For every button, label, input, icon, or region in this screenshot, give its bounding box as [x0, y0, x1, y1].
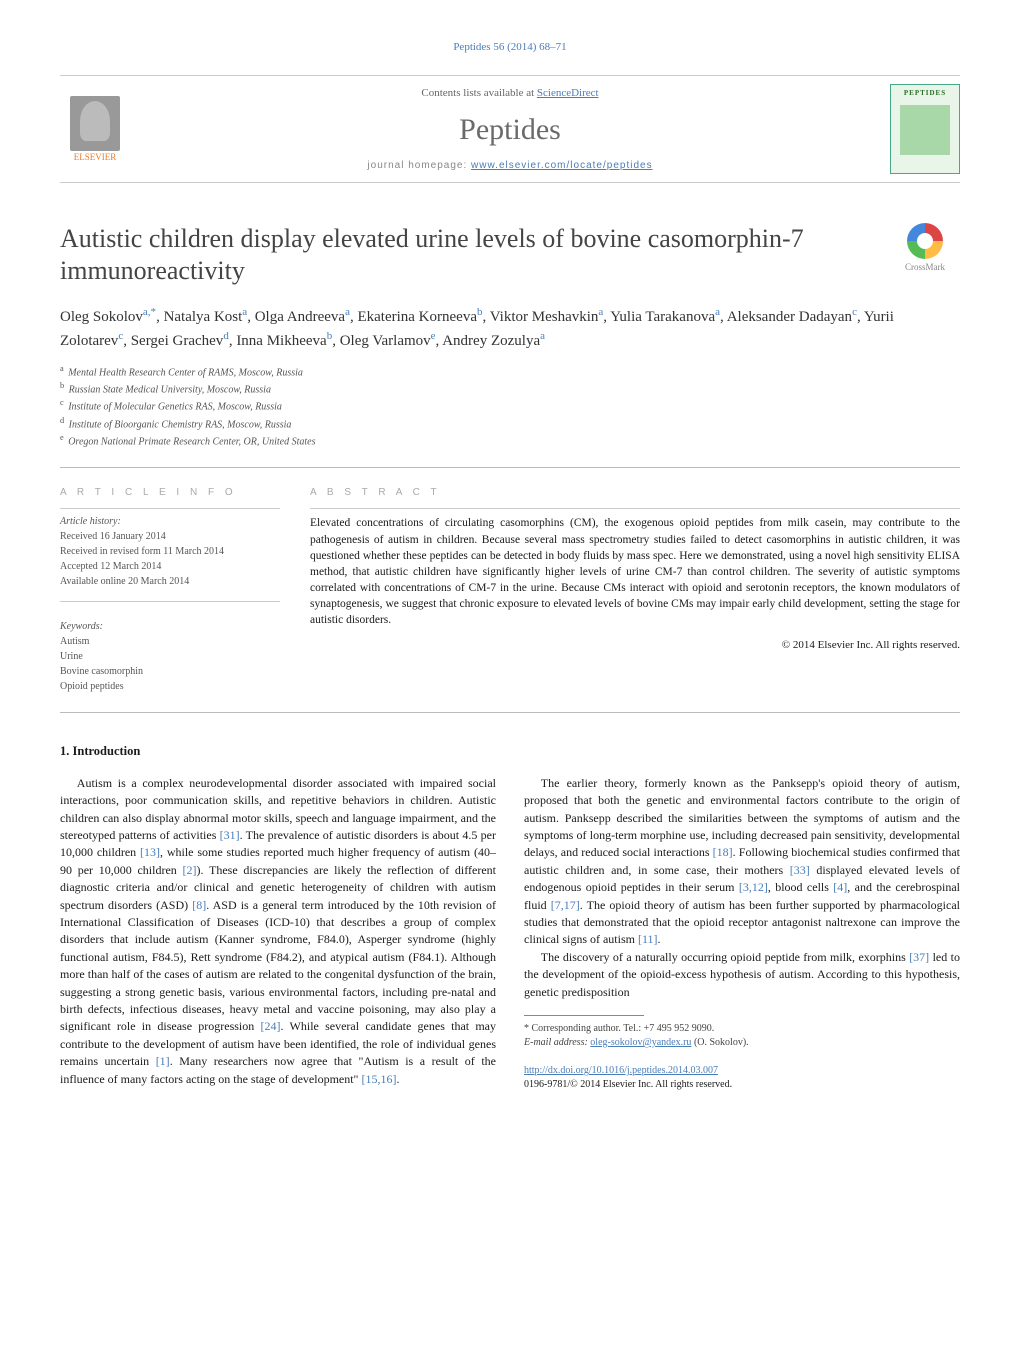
body-paragraph-1: Autism is a complex neurodevelopmental d… [60, 775, 496, 1088]
footnote-separator [524, 1015, 644, 1016]
affiliation-line: d Institute of Bioorganic Chemistry RAS,… [60, 415, 960, 432]
keyword-item: Urine [60, 649, 280, 664]
body-text-columns: Autism is a complex neurodevelopmental d… [60, 775, 960, 1093]
body-paragraph-2: The earlier theory, formerly known as th… [524, 775, 960, 949]
corresponding-author-note: * Corresponding author. Tel.: +7 495 952… [524, 1022, 960, 1036]
divider-bottom [60, 712, 960, 713]
abstract-text: Elevated concentrations of circulating c… [310, 515, 960, 628]
issn-copyright-line: 0196-9781/© 2014 Elsevier Inc. All right… [524, 1079, 732, 1090]
article-history-label: Article history: [60, 515, 280, 529]
doi-link[interactable]: http://dx.doi.org/10.1016/j.peptides.201… [524, 1065, 718, 1076]
journal-homepage-link[interactable]: www.elsevier.com/locate/peptides [471, 160, 653, 171]
abstract-copyright: © 2014 Elsevier Inc. All rights reserved… [310, 638, 960, 653]
abstract-divider [310, 508, 960, 509]
journal-cover-title: PEPTIDES [904, 89, 946, 99]
divider-top [60, 467, 960, 468]
elsevier-logo: ELSEVIER [60, 89, 130, 169]
keyword-item: Autism [60, 634, 280, 649]
email-line: E-mail address: oleg-sokolov@yandex.ru (… [524, 1036, 960, 1050]
info-divider [60, 508, 280, 509]
history-line: Accepted 12 March 2014 [60, 559, 280, 574]
journal-citation-top: Peptides 56 (2014) 68–71 [60, 40, 960, 55]
author-email-link[interactable]: oleg-sokolov@yandex.ru [590, 1037, 691, 1048]
body-paragraph-3: The discovery of a naturally occurring o… [524, 949, 960, 1001]
journal-name: Peptides [130, 109, 890, 151]
authors-line: Oleg Sokolova,*, Natalya Kosta, Olga And… [60, 304, 960, 353]
article-title: Autistic children display elevated urine… [60, 223, 870, 285]
affiliation-line: a Mental Health Research Center of RAMS,… [60, 363, 960, 380]
doi-block: http://dx.doi.org/10.1016/j.peptides.201… [524, 1064, 960, 1093]
affiliation-line: b Russian State Medical University, Mosc… [60, 380, 960, 397]
keyword-item: Bovine casomorphin [60, 664, 280, 679]
crossmark-badge[interactable]: CrossMark [890, 223, 960, 274]
keywords-list: AutismUrineBovine casomorphinOpioid pept… [60, 634, 280, 694]
history-line: Received 16 January 2014 [60, 529, 280, 544]
crossmark-label: CrossMark [905, 261, 945, 274]
keywords-label: Keywords: [60, 620, 280, 634]
journal-cover-image [900, 105, 950, 155]
journal-cover-thumbnail: PEPTIDES [890, 84, 960, 174]
history-line: Received in revised form 11 March 2014 [60, 544, 280, 559]
elsevier-tree-icon [70, 96, 120, 151]
journal-homepage-line: journal homepage: www.elsevier.com/locat… [130, 159, 890, 173]
abstract-heading: A B S T R A C T [310, 486, 960, 500]
journal-header: ELSEVIER Contents lists available at Sci… [60, 75, 960, 183]
history-line: Available online 20 March 2014 [60, 574, 280, 589]
article-info-heading: A R T I C L E I N F O [60, 486, 280, 500]
affiliations-block: a Mental Health Research Center of RAMS,… [60, 363, 960, 450]
elsevier-name: ELSEVIER [74, 151, 117, 164]
keywords-divider [60, 601, 280, 602]
contents-available-line: Contents lists available at ScienceDirec… [130, 86, 890, 101]
footnotes-block: * Corresponding author. Tel.: +7 495 952… [524, 1022, 960, 1050]
section-1-heading: 1. Introduction [60, 743, 960, 761]
sciencedirect-link[interactable]: ScienceDirect [537, 87, 599, 99]
article-history-lines: Received 16 January 2014Received in revi… [60, 529, 280, 589]
keyword-item: Opioid peptides [60, 679, 280, 694]
crossmark-icon [907, 223, 943, 259]
affiliation-line: c Institute of Molecular Genetics RAS, M… [60, 397, 960, 414]
affiliation-line: e Oregon National Primate Research Cente… [60, 432, 960, 449]
